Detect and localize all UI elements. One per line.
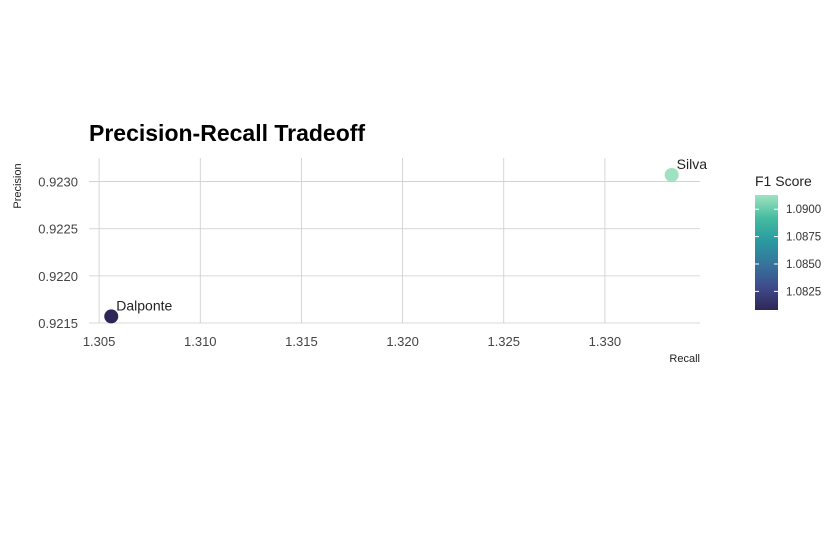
data-point: [664, 167, 679, 182]
legend-colorbar: [755, 195, 778, 310]
grid: [89, 158, 700, 324]
color-legend: F1 Score 1.0900 1.0875 1.0850 1.0825: [755, 173, 821, 310]
x-tick-label: 1.305: [83, 334, 116, 349]
point-labels: Dalponte Silva: [116, 156, 707, 313]
y-tick-label: 0.9225: [38, 222, 78, 237]
x-tick-label: 1.315: [285, 334, 318, 349]
y-tick-label: 0.9215: [38, 316, 78, 331]
legend-ticks: 1.0900 1.0875 1.0850 1.0825: [755, 204, 821, 298]
x-tick-label: 1.325: [487, 334, 520, 349]
chart-title: Precision-Recall Tradeoff: [89, 120, 365, 146]
x-axis-title: Recall: [669, 353, 700, 365]
legend-tick-label: 1.0850: [786, 259, 821, 271]
legend-tick-label: 1.0900: [786, 204, 821, 216]
point-label: Silva: [677, 156, 708, 172]
y-tick-label: 0.9230: [38, 175, 78, 190]
legend-tick-label: 1.0825: [786, 286, 821, 298]
x-tick-label: 1.320: [386, 334, 419, 349]
axis-ticks: 1.305 1.310 1.315 1.320 1.325 1.330 0.9215 0.92…: [38, 175, 621, 349]
legend-tick-label: 1.0875: [786, 232, 821, 244]
y-axis-title: Precision: [12, 163, 24, 208]
x-tick-label: 1.330: [589, 334, 622, 349]
x-tick-label: 1.310: [184, 334, 217, 349]
point-label: Dalponte: [116, 297, 172, 313]
data-point: [104, 309, 119, 324]
data-points: [104, 167, 679, 324]
y-tick-label: 0.9220: [38, 269, 78, 284]
legend-title: F1 Score: [755, 173, 812, 189]
